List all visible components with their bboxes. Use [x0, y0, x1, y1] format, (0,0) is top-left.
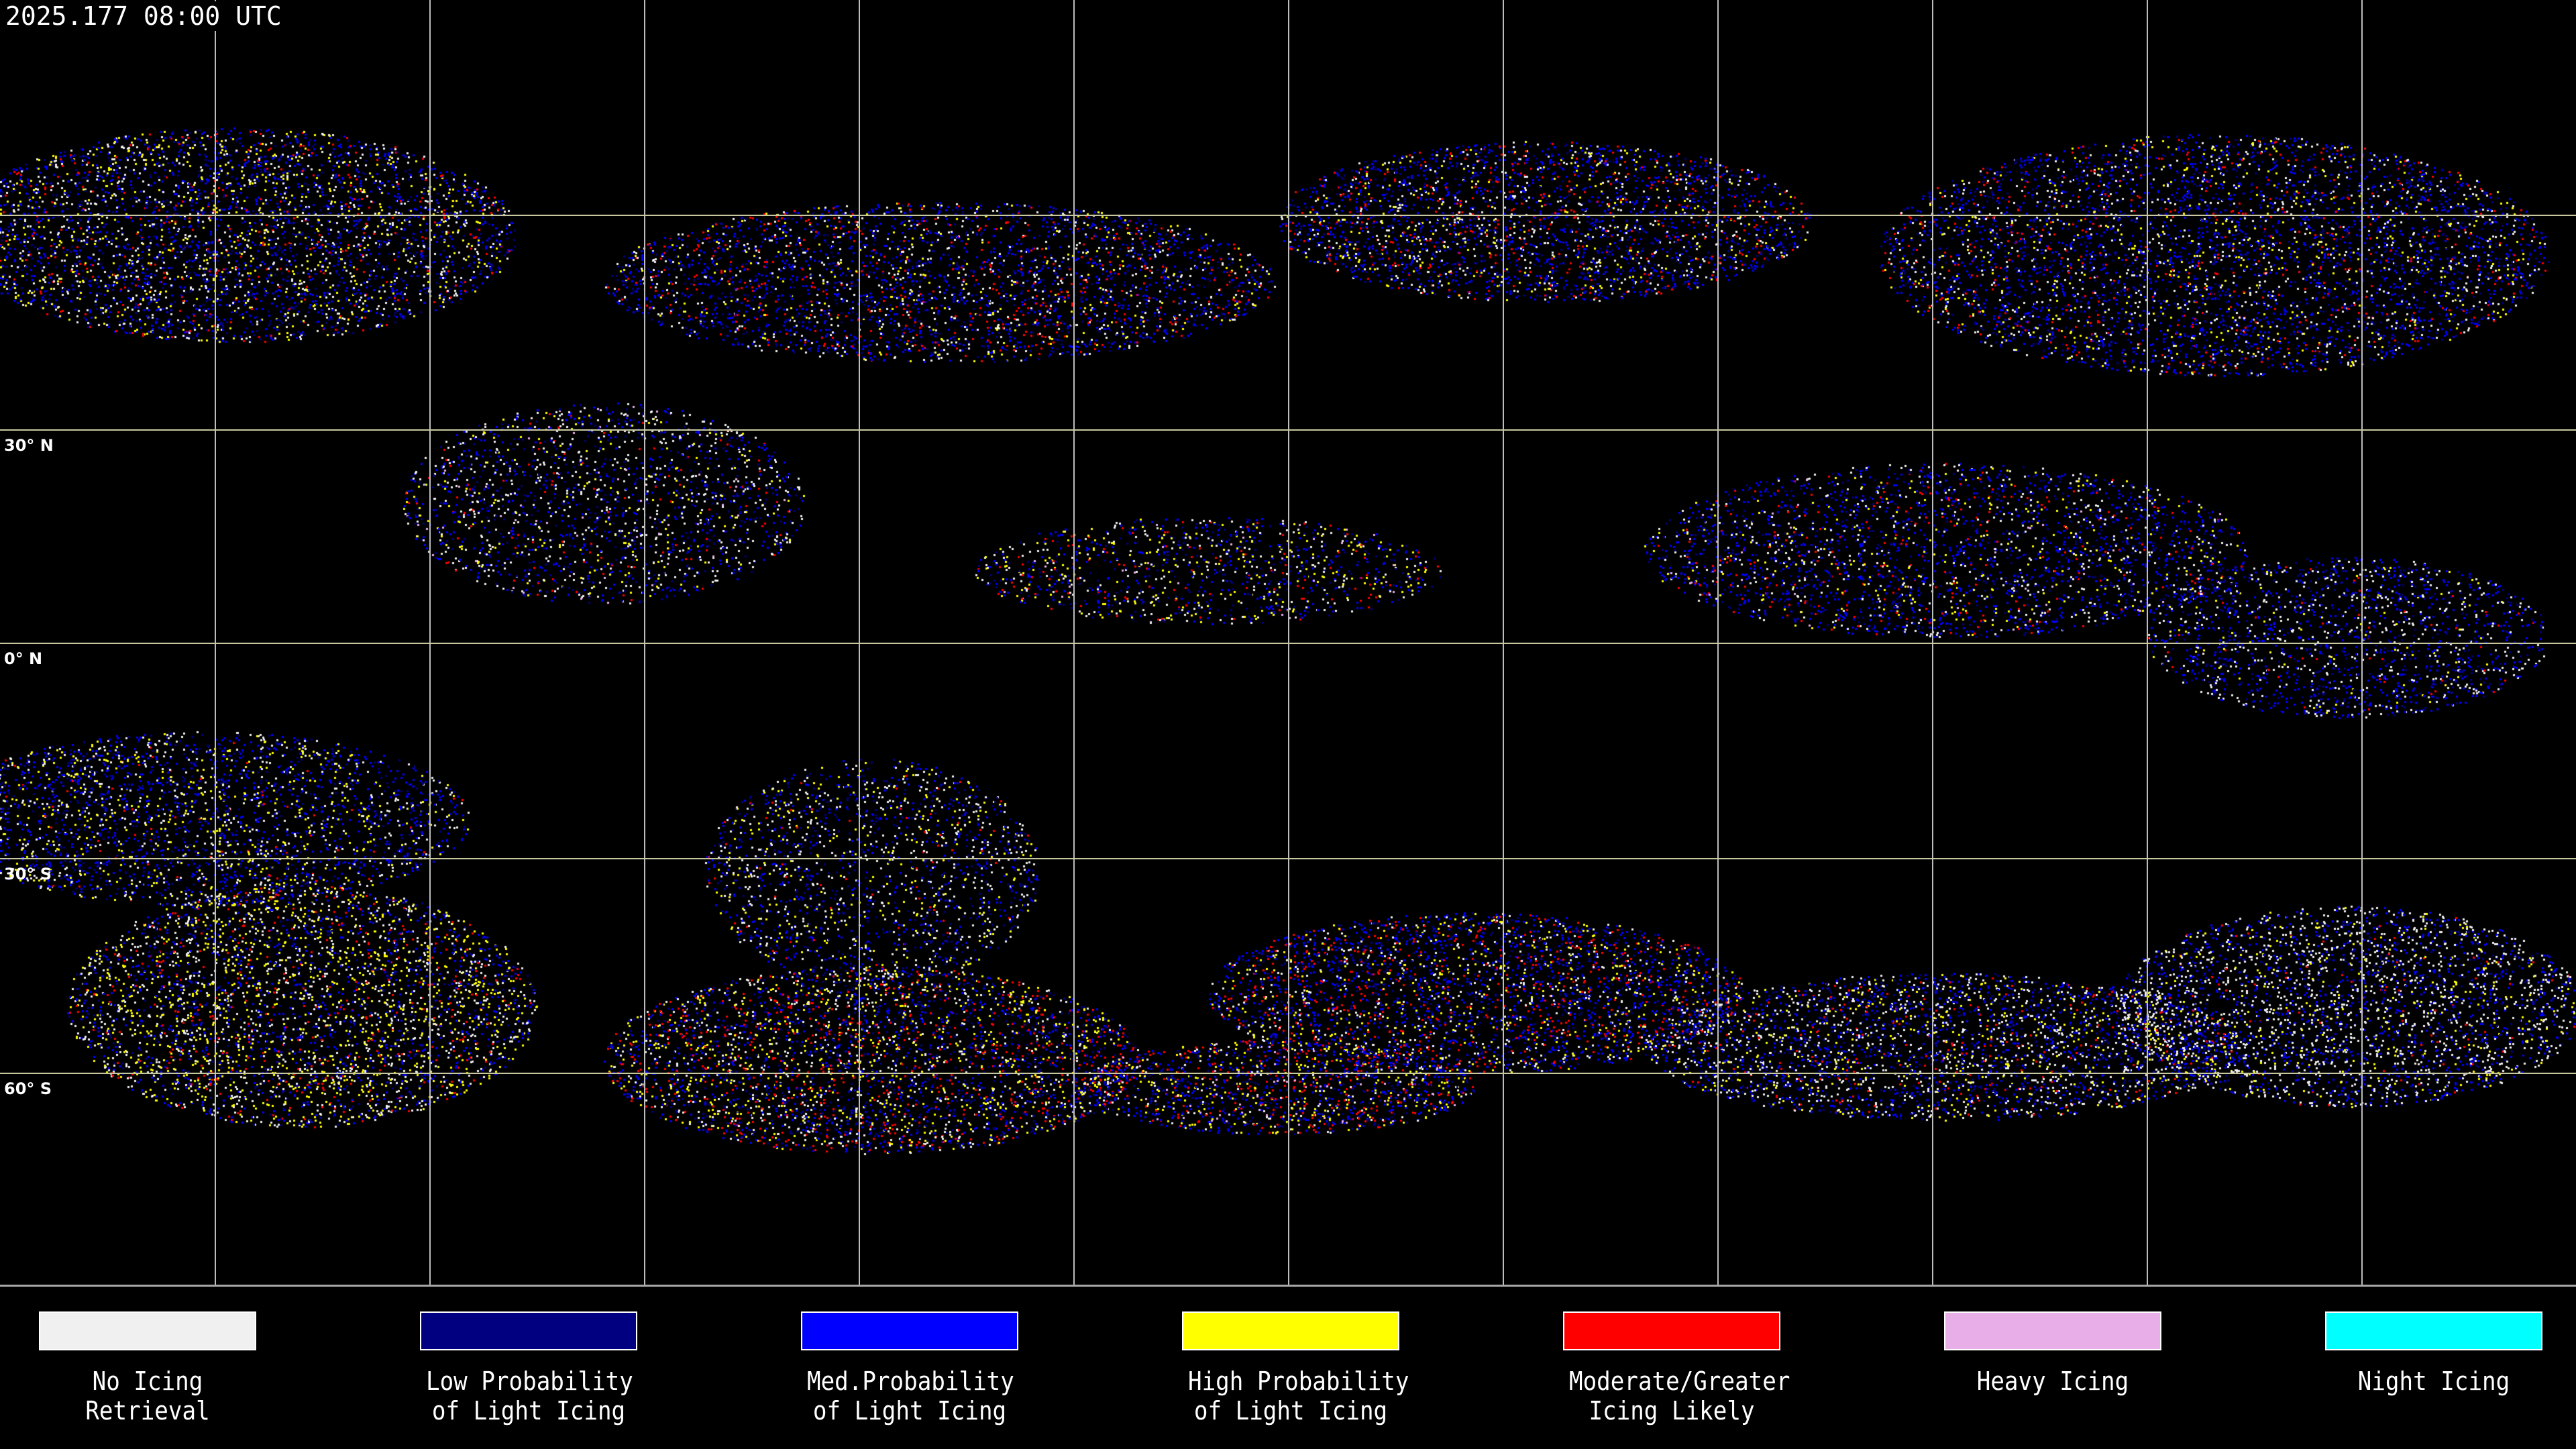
lat-label-30n: 30° N: [4, 436, 54, 455]
parallel-line: [0, 643, 2576, 644]
meridian-line: [2147, 0, 2148, 1285]
meridian-line: [215, 0, 216, 1285]
meridian-line: [1073, 0, 1075, 1285]
legend-item-low-probability: Low Probability of Light Icing: [415, 1311, 643, 1426]
meridian-line: [429, 0, 431, 1285]
legend-item-moderate-greater: Moderate/Greater Icing Likely: [1558, 1311, 1790, 1426]
legend-swatch: [801, 1311, 1018, 1350]
legend-swatch: [1182, 1311, 1399, 1350]
parallel-line: [0, 1073, 2576, 1074]
legend-label: Heavy Icing: [1976, 1366, 2129, 1396]
legend-label: Low Probability of Light Icing: [426, 1366, 633, 1426]
legend-swatch: [420, 1311, 637, 1350]
legend-swatch: [39, 1311, 256, 1350]
parallel-line: [0, 429, 2576, 431]
timestamp-title: 2025.177 08:00 UTC: [3, 1, 284, 31]
meridian-line: [1288, 0, 1289, 1285]
legend-label: Night Icing: [2357, 1366, 2510, 1396]
legend-item-med-probability: Med.Probability of Light Icing: [796, 1311, 1024, 1426]
parallel-line: [0, 858, 2576, 859]
legend-item-high-probability: High Probability of Light Icing: [1177, 1311, 1409, 1426]
legend-swatch: [1944, 1311, 2161, 1350]
lat-label-0n: 0° N: [4, 649, 43, 668]
parallel-line: [0, 215, 2576, 216]
legend-item-night-icing: Night Icing: [2320, 1311, 2548, 1396]
icing-map: 30° N 0° N 30° S 60° S: [0, 0, 2576, 1287]
meridian-line: [644, 0, 645, 1285]
meridian-line: [1717, 0, 1719, 1285]
lat-label-30s: 30° S: [4, 865, 52, 883]
meridian-line: [1932, 0, 1933, 1285]
legend-item-no-icing: No Icing Retrieval: [34, 1311, 262, 1426]
legend-label: No Icing Retrieval: [85, 1366, 210, 1426]
legend-label: Moderate/Greater Icing Likely: [1569, 1366, 1790, 1426]
legend-label: Med.Probability of Light Icing: [807, 1366, 1014, 1426]
meridian-line: [1503, 0, 1504, 1285]
meridian-line: [2361, 0, 2363, 1285]
legend-swatch: [2325, 1311, 2542, 1350]
legend-item-heavy-icing: Heavy Icing: [1939, 1311, 2167, 1396]
legend-label: High Probability of Light Icing: [1188, 1366, 1409, 1426]
lat-label-60s: 60° S: [4, 1079, 52, 1098]
meridian-line: [859, 0, 860, 1285]
legend-swatch: [1563, 1311, 1780, 1350]
